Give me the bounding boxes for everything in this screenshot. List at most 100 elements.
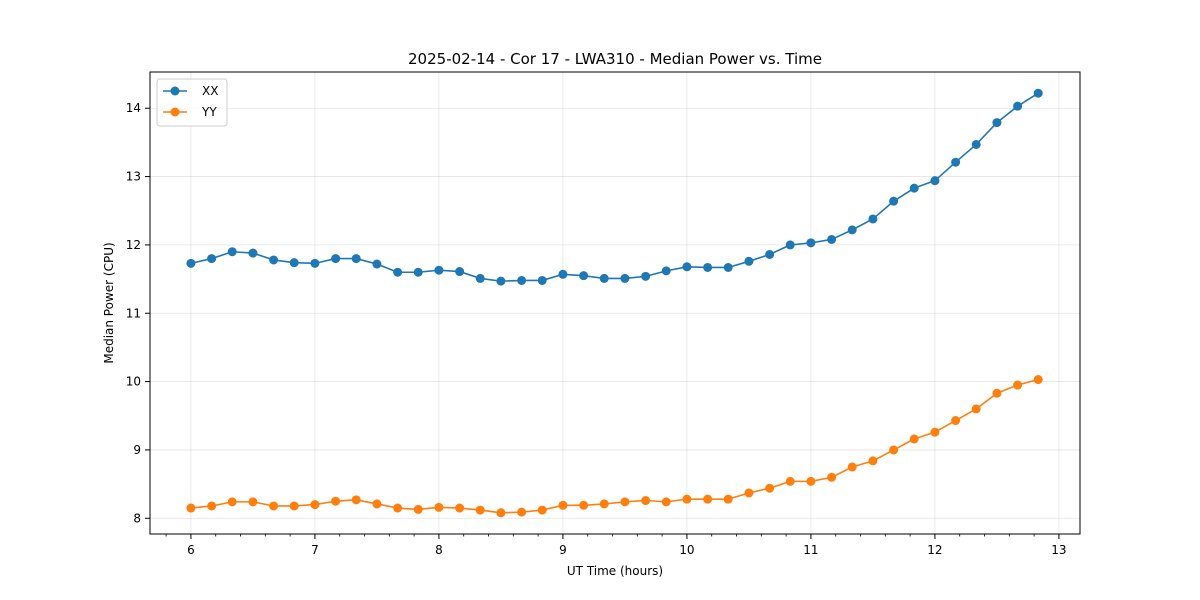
data-point-xx xyxy=(393,267,403,277)
data-point-xx xyxy=(1013,101,1023,111)
data-point-xx xyxy=(207,254,217,264)
data-point-xx xyxy=(765,249,775,259)
plot-frame xyxy=(149,71,1081,535)
data-point-yy xyxy=(661,497,671,507)
x-tick-label: 8 xyxy=(435,543,443,557)
data-point-yy xyxy=(744,488,754,498)
y-tick-label: 10 xyxy=(126,375,141,389)
data-point-xx xyxy=(827,234,837,244)
data-point-xx xyxy=(579,271,589,281)
data-point-xx xyxy=(351,254,361,264)
x-tick-label: 10 xyxy=(679,543,694,557)
y-axis-label: Median Power (CPU) xyxy=(102,242,116,363)
series-yy xyxy=(186,375,1043,518)
legend: XX YY xyxy=(156,78,228,127)
data-point-xx xyxy=(331,254,341,264)
data-point-xx xyxy=(909,183,919,193)
data-point-yy xyxy=(682,494,692,504)
y-tick-label: 9 xyxy=(133,443,141,457)
data-point-yy xyxy=(413,504,423,514)
legend-label-yy: YY xyxy=(201,105,217,119)
data-point-xx xyxy=(682,262,692,272)
legend-marker-yy xyxy=(170,107,180,117)
series-layer xyxy=(186,88,1043,518)
data-point-yy xyxy=(847,462,857,472)
data-point-yy xyxy=(351,495,361,505)
data-point-yy xyxy=(393,503,403,513)
data-point-yy xyxy=(641,496,651,506)
data-point-yy xyxy=(703,494,713,504)
data-point-yy xyxy=(806,476,816,486)
data-point-yy xyxy=(310,500,320,510)
data-point-yy xyxy=(827,472,837,482)
data-point-xx xyxy=(372,259,382,269)
x-tick-label: 9 xyxy=(559,543,567,557)
data-point-yy xyxy=(372,499,382,509)
axes: 6 7 8 9 10 11 12 13 8 9 10 11 12 13 14 xyxy=(126,101,1067,557)
data-point-yy xyxy=(909,434,919,444)
data-point-yy xyxy=(289,501,299,511)
data-point-xx xyxy=(971,139,981,149)
data-point-yy xyxy=(248,497,258,507)
data-point-xx xyxy=(289,258,299,268)
legend-marker-xx xyxy=(170,86,180,96)
data-point-xx xyxy=(310,258,320,268)
x-tick-label: 7 xyxy=(311,543,319,557)
data-point-yy xyxy=(496,508,506,518)
data-point-yy xyxy=(951,416,961,426)
data-point-yy xyxy=(227,497,237,507)
data-point-yy xyxy=(517,507,527,517)
data-point-yy xyxy=(992,388,1002,398)
data-point-yy xyxy=(889,445,899,455)
y-tick-label: 14 xyxy=(126,101,141,115)
legend-label-xx: XX xyxy=(202,84,218,98)
data-point-xx xyxy=(930,176,940,186)
data-point-xx xyxy=(620,273,630,283)
data-point-yy xyxy=(186,503,196,513)
data-point-xx xyxy=(475,273,485,283)
y-tick-label: 11 xyxy=(126,306,141,320)
data-point-xx xyxy=(847,225,857,235)
data-point-yy xyxy=(930,427,940,437)
data-point-yy xyxy=(785,476,795,486)
data-point-xx xyxy=(269,255,279,265)
y-tick-label: 8 xyxy=(133,511,141,525)
data-point-xx xyxy=(599,273,609,283)
x-tick-label: 11 xyxy=(803,543,818,557)
data-point-yy xyxy=(1013,380,1023,390)
data-point-xx xyxy=(785,240,795,250)
data-point-xx xyxy=(703,262,713,272)
data-point-yy xyxy=(971,404,981,414)
data-point-yy xyxy=(868,456,878,466)
data-point-xx xyxy=(1033,88,1043,98)
data-point-yy xyxy=(537,505,547,515)
data-point-yy xyxy=(723,494,733,504)
data-point-xx xyxy=(992,118,1002,128)
data-point-xx xyxy=(889,196,899,206)
data-point-xx xyxy=(496,276,506,286)
data-point-xx xyxy=(537,275,547,285)
data-point-xx xyxy=(868,214,878,224)
data-point-xx xyxy=(641,271,651,281)
data-point-xx xyxy=(806,238,816,248)
x-axis-label: UT Time (hours) xyxy=(567,564,663,578)
data-point-xx xyxy=(434,265,444,275)
data-point-xx xyxy=(744,256,754,266)
data-point-xx xyxy=(951,157,961,167)
y-tick-label: 12 xyxy=(126,238,141,252)
data-point-yy xyxy=(434,502,444,512)
data-point-xx xyxy=(248,248,258,258)
data-point-xx xyxy=(413,267,423,277)
data-point-yy xyxy=(558,500,568,510)
series-xx xyxy=(186,88,1043,286)
data-point-xx xyxy=(558,269,568,279)
data-point-xx xyxy=(517,275,527,285)
grid xyxy=(150,72,1080,534)
data-point-yy xyxy=(579,500,589,510)
data-point-yy xyxy=(475,505,485,515)
data-point-xx xyxy=(186,258,196,268)
data-point-xx xyxy=(227,247,237,257)
data-point-yy xyxy=(1033,375,1043,385)
data-point-yy xyxy=(207,501,217,511)
